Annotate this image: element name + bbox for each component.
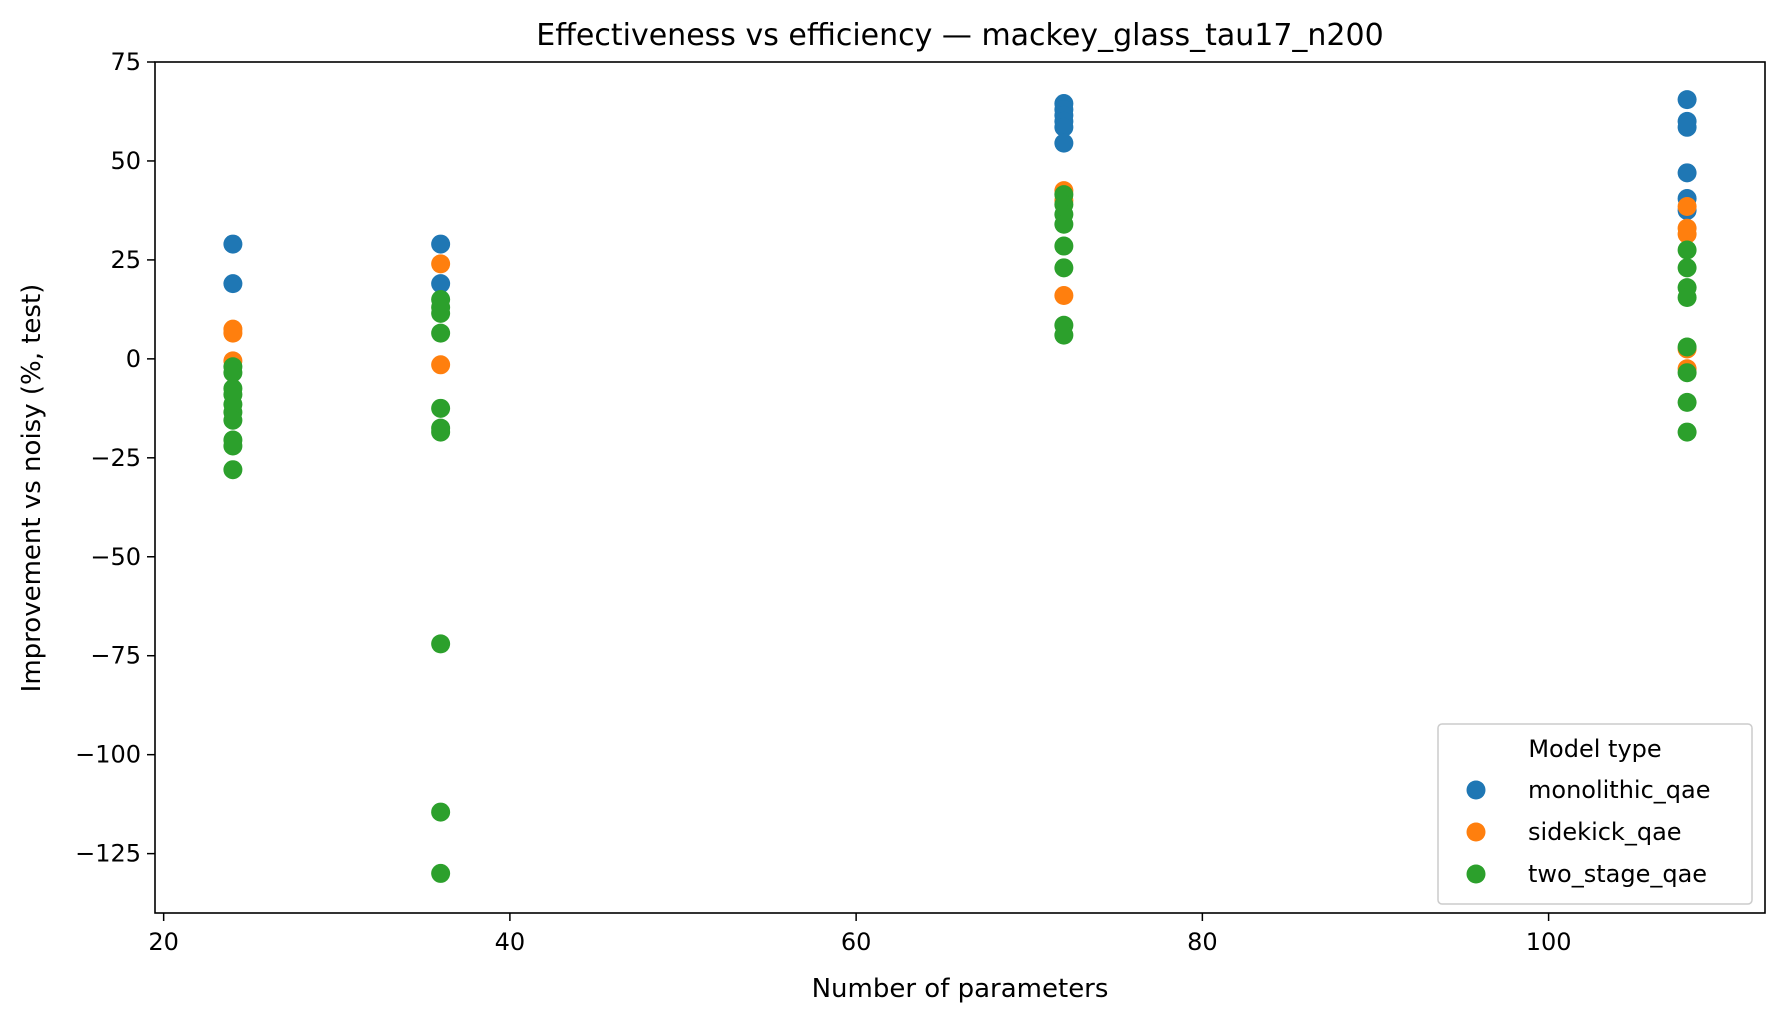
data-point-two_stage_qae-12	[431, 303, 451, 323]
legend-marker-monolithic_qae	[1466, 780, 1486, 800]
data-point-monolithic_qae-8	[1054, 117, 1074, 137]
legend-box	[1437, 723, 1753, 905]
legend-items: monolithic_qae sidekick_qae two_stage_qae	[1466, 776, 1710, 888]
data-point-monolithic_qae-12	[1677, 117, 1697, 137]
x-tick-label: 20	[148, 928, 179, 956]
y-tick-label: −75	[90, 642, 141, 670]
y-tick-label: −50	[90, 543, 141, 571]
data-point-two_stage_qae-13	[431, 323, 451, 343]
x-tick-label: 100	[1526, 928, 1572, 956]
data-point-two_stage_qae-24	[1054, 236, 1074, 256]
data-point-two_stage_qae-17	[431, 634, 451, 654]
y-tick-label: 25	[110, 246, 141, 274]
axes-frame	[154, 61, 1766, 914]
y-axis-ticks: 75 50 25 0 −25 −50 −75 −100 −125	[75, 48, 155, 868]
data-point-two_stage_qae-27	[1054, 325, 1074, 345]
y-tick-label: 50	[110, 147, 141, 175]
plot-points	[223, 90, 1697, 883]
y-tick-label: −125	[75, 840, 141, 868]
data-point-two_stage_qae-18	[431, 802, 451, 822]
x-tick-label: 80	[1187, 928, 1218, 956]
data-point-monolithic_qae-10	[1677, 90, 1697, 110]
data-point-monolithic_qae-13	[1677, 163, 1697, 183]
x-tick-label: 40	[495, 928, 526, 956]
data-point-two_stage_qae-32	[1677, 337, 1697, 357]
data-point-monolithic_qae-9	[1054, 133, 1074, 153]
x-axis-label: Number of parameters	[812, 974, 1109, 1004]
data-point-two_stage_qae-1	[223, 363, 243, 383]
legend-label-sidekick_qae: sidekick_qae	[1528, 818, 1682, 846]
y-tick-label: 75	[110, 48, 141, 76]
data-point-two_stage_qae-34	[1677, 392, 1697, 412]
data-point-two_stage_qae-9	[223, 460, 243, 480]
data-point-monolithic_qae-1	[223, 274, 243, 294]
legend: Model type monolithic_qae sidekick_qaetwo…	[1437, 723, 1753, 905]
data-point-monolithic_qae-0	[223, 234, 243, 254]
legend-label-monolithic_qae: monolithic_qae	[1528, 776, 1710, 804]
data-point-sidekick_qae-4	[431, 355, 451, 375]
data-point-monolithic_qae-2	[431, 234, 451, 254]
y-tick-label: −100	[75, 741, 141, 769]
data-point-two_stage_qae-35	[1677, 422, 1697, 442]
legend-title: Model type	[1528, 735, 1661, 763]
data-point-monolithic_qae-3	[431, 274, 451, 294]
legend-marker-two_stage_qae	[1466, 864, 1486, 884]
data-point-two_stage_qae-33	[1677, 363, 1697, 383]
data-point-sidekick_qae-3	[431, 254, 451, 274]
data-point-sidekick_qae-1	[223, 323, 243, 343]
data-point-two_stage_qae-29	[1677, 258, 1697, 278]
data-point-two_stage_qae-14	[431, 398, 451, 418]
y-axis-label: Improvement vs noisy (%, test)	[17, 284, 47, 693]
legend-label-two_stage_qae: two_stage_qae	[1528, 860, 1707, 888]
data-point-two_stage_qae-28	[1677, 240, 1697, 260]
data-point-sidekick_qae-8	[1677, 196, 1697, 216]
data-point-two_stage_qae-16	[431, 422, 451, 442]
data-point-two_stage_qae-6	[223, 410, 243, 430]
x-axis-ticks: 20 40 60 80 100	[148, 913, 1572, 956]
data-point-sidekick_qae-7	[1054, 286, 1074, 306]
legend-marker-sidekick_qae	[1466, 822, 1486, 842]
x-tick-label: 60	[841, 928, 872, 956]
data-point-two_stage_qae-19	[431, 863, 451, 883]
y-tick-label: 0	[126, 345, 141, 373]
data-point-two_stage_qae-23	[1054, 214, 1074, 234]
data-point-sidekick_qae-10	[1677, 224, 1697, 244]
data-point-two_stage_qae-25	[1054, 258, 1074, 278]
data-point-two_stage_qae-31	[1677, 288, 1697, 308]
data-point-two_stage_qae-8	[223, 436, 243, 456]
y-tick-label: −25	[90, 444, 141, 472]
chart-title: Effectiveness vs efficiency — mackey_gla…	[536, 18, 1383, 53]
